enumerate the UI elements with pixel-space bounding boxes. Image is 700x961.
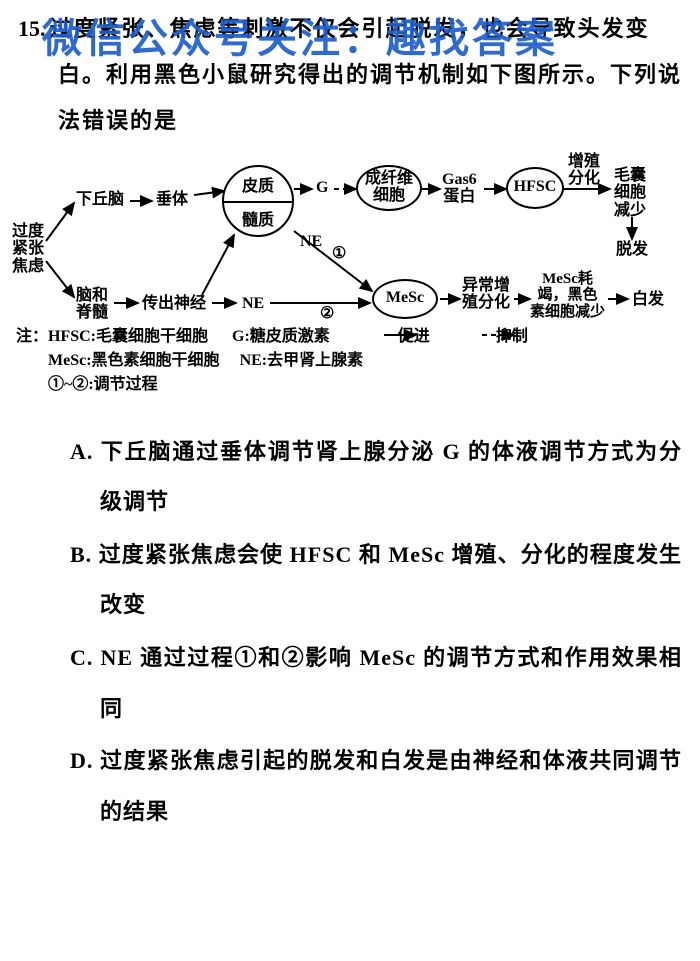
node-efferent: 传出神经	[142, 295, 206, 313]
label-NE-1: NE	[300, 233, 322, 251]
legend-process: ①~②:调节过程	[48, 376, 158, 393]
options-block: A. 下丘脑通过垂体调节肾上腺分泌 G 的体液调节方式为分级调节 B. 过度紧张…	[18, 427, 682, 838]
node-adrenal: 皮质 髓质	[222, 165, 294, 237]
stray-dot: .	[480, 732, 486, 759]
label-hfsc-effect: 增殖 分化	[568, 153, 600, 188]
node-adrenal-cortex: 皮质	[224, 167, 292, 201]
label-mesc-effect: 异常增 殖分化	[462, 277, 510, 312]
label-white-hair: 白发	[632, 291, 664, 309]
node-pituitary: 垂体	[156, 191, 188, 209]
node-fibroblast: 成纤维 细胞	[356, 165, 422, 211]
label-gas6: Gas6 蛋白	[442, 171, 477, 206]
label-circ1: ①	[332, 245, 346, 263]
legend-promote: 促进	[398, 328, 430, 345]
node-stimulus: 过度 紧张 焦虑	[12, 223, 44, 276]
node-mesc: MeSc	[372, 279, 438, 319]
label-hair-follicle: 毛囊 细胞 减少	[614, 167, 646, 220]
label-mesc-result: MeSc耗 竭，黑色 素细胞减少	[530, 271, 605, 321]
option-C: C. NE 通过过程①和②影响 MeSc 的调节方式和作用效果相同	[70, 633, 682, 734]
diagram-legend: 注：HFSC:毛囊细胞干细胞 G:糖皮质激素 促进 抑制 注：MeSc:黑色素细…	[12, 325, 676, 397]
legend-inhibit: 抑制	[496, 328, 528, 345]
legend-G: G:糖皮质激素	[232, 328, 330, 345]
label-NE-2: NE	[242, 295, 264, 313]
node-hfsc: HFSC	[506, 167, 564, 209]
node-adrenal-medulla: 髓质	[224, 201, 292, 235]
legend-NE: NE:去甲肾上腺素	[240, 352, 364, 369]
regulation-diagram: 过度 紧张 焦虑 下丘脑 垂体 皮质 髓质 G 成纤维 细胞 Gas6 蛋白 H…	[12, 153, 676, 363]
legend-mesc: MeSc:黑色素细胞干细胞	[48, 352, 220, 369]
label-G: G	[316, 179, 328, 197]
option-B: B. 过度紧张焦虑会使 HFSC 和 MeSc 增殖、分化的程度发生改变	[70, 530, 682, 631]
label-hair-loss: 脱发	[616, 241, 648, 259]
label-circ2: ②	[320, 305, 334, 323]
node-brain-spinal: 脑和 脊髓	[76, 287, 108, 322]
watermark-text: 微信公众号关注：趣找答案	[42, 6, 558, 64]
legend-hfsc: 注：HFSC:毛囊细胞干细胞	[16, 328, 208, 345]
node-hypothalamus: 下丘脑	[76, 191, 124, 209]
option-D: D. 过度紧张焦虑引起的脱发和白发是由神经和体液共同调节的结果	[70, 736, 682, 837]
option-A: A. 下丘脑通过垂体调节肾上腺分泌 G 的体液调节方式为分级调节	[70, 427, 682, 528]
